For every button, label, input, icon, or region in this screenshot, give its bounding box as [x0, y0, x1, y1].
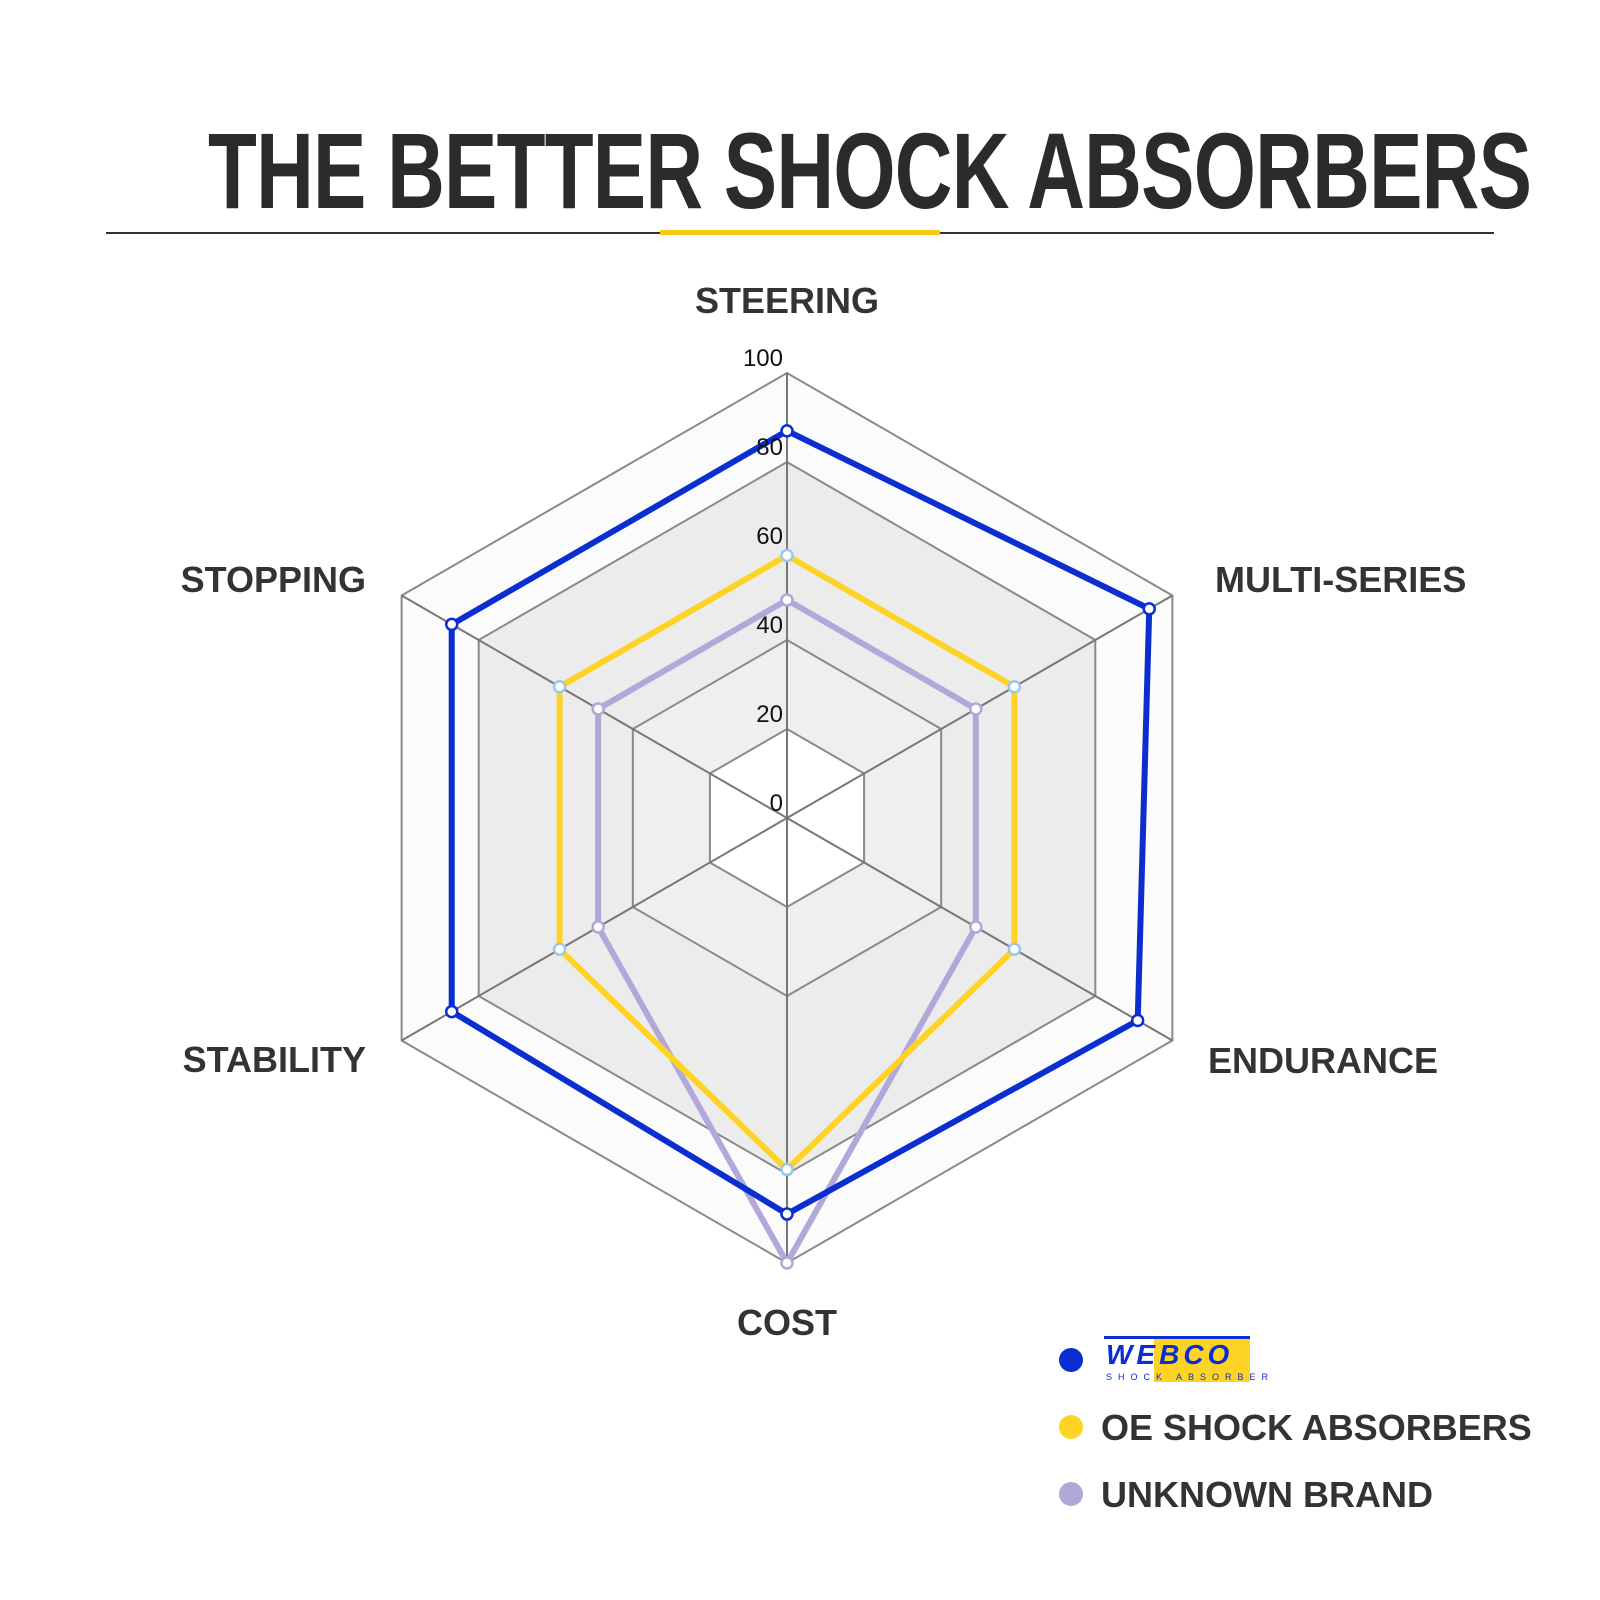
data-point: [969, 702, 983, 716]
data-point: [591, 920, 605, 934]
logo-bar: [1104, 1336, 1250, 1339]
legend-marker: [1059, 1348, 1083, 1372]
tick-label: 0: [769, 790, 783, 818]
data-point: [780, 1162, 794, 1177]
tick-label: 40: [756, 612, 783, 640]
legend-marker: [1059, 1482, 1083, 1506]
data-point: [780, 424, 794, 438]
legend-label: UNKNOWN BRAND: [1101, 1474, 1433, 1516]
data-point: [1130, 1013, 1145, 1028]
series-webco: [444, 424, 1157, 1221]
logo-background: [1154, 1338, 1250, 1382]
data-point: [1007, 942, 1022, 957]
data-point: [969, 920, 983, 934]
axis-label-endurance: ENDURANCE: [1208, 1040, 1439, 1082]
tick-label: 100: [742, 345, 783, 373]
legend-label: OE SHOCK ABSORBERS: [1101, 1407, 1532, 1449]
chart-title: THE BETTER SHOCK ABSORBERS: [208, 110, 1532, 231]
data-point: [444, 1004, 459, 1019]
data-point: [1007, 679, 1022, 694]
data-point: [1142, 602, 1157, 616]
axis-label-stopping: STOPPING: [180, 559, 366, 601]
tick-label: 60: [756, 523, 783, 551]
data-point: [552, 679, 567, 694]
data-point: [444, 617, 459, 632]
data-point: [780, 1207, 794, 1221]
data-point: [591, 702, 605, 716]
axis-label-steering: STEERING: [694, 280, 880, 322]
legend-marker: [1059, 1415, 1083, 1439]
axis-label-cost: COST: [736, 1302, 838, 1344]
axis-label-stability: STABILITY: [182, 1039, 366, 1081]
title-divider-accent: [660, 230, 940, 235]
data-point: [780, 1256, 794, 1270]
tick-label: 80: [756, 434, 783, 462]
legend-label-webco: WEBCO: [1106, 1339, 1234, 1371]
data-point: [780, 548, 794, 563]
data-point: [552, 942, 567, 957]
logo-subtext: SHOCK ABSORBER: [1106, 1371, 1275, 1382]
series-oe-shock-absorbers: [552, 548, 1022, 1177]
data-point: [780, 593, 794, 607]
series-unknown-brand: [591, 593, 983, 1270]
axis-label-multi-series: MULTI-SERIES: [1215, 559, 1467, 601]
tick-label: 20: [756, 701, 783, 729]
